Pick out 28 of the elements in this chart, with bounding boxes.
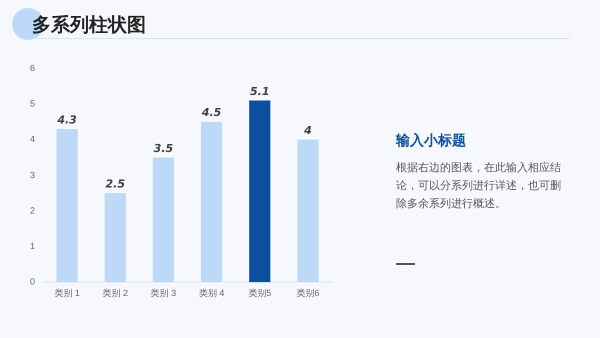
data-label: 3.5 — [154, 142, 174, 155]
bar — [104, 193, 126, 282]
data-label: 4.3 — [56, 113, 78, 126]
y-tick-label: 5 — [30, 98, 36, 109]
bar — [249, 100, 270, 282]
y-tick-label: 2 — [30, 205, 36, 216]
y-tick-label: 1 — [30, 241, 36, 252]
data-label: 4.5 — [200, 106, 222, 120]
y-tick-label: 3 — [30, 170, 36, 180]
x-tick-label: 类别 1 — [54, 288, 80, 298]
chart-title: 多系列柱状图 — [32, 13, 146, 38]
data-label: 2.5 — [106, 177, 126, 190]
data-label: 4 — [303, 124, 312, 138]
text: 根据右边的图表，在此输入相应结论，可以分系列进行详述，也可删除多余系列进行概述。 — [396, 160, 562, 212]
y-tick-label: 6 — [30, 62, 36, 73]
x-tick-label: 类别 4 — [198, 288, 224, 298]
x-tick-label: 类别6 — [296, 288, 320, 298]
y-tick-label: 0 — [30, 276, 36, 287]
x-tick-label: 类别5 — [248, 288, 272, 298]
bar — [56, 128, 78, 282]
bar — [152, 157, 174, 282]
x-tick-label: 类别 3 — [150, 288, 176, 298]
data-label: 5.1 — [250, 84, 270, 98]
text: 输入小标题 — [396, 132, 466, 150]
bar — [200, 122, 222, 282]
y-tick-label: 4 — [30, 134, 36, 144]
bar — [297, 140, 319, 282]
x-tick-label: 类别 2 — [102, 288, 128, 298]
